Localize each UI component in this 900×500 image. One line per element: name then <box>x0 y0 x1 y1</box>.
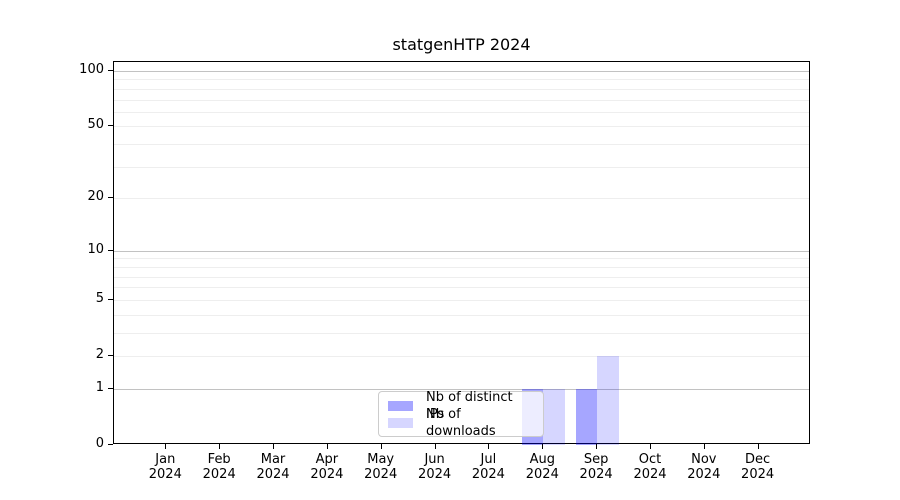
x-tick-mark <box>219 444 221 449</box>
x-tick-label: Jan 2024 <box>148 452 182 482</box>
minor-gridline <box>114 276 809 278</box>
legend-swatch-distinct-ips-icon <box>388 400 413 411</box>
bar-downloads-sep <box>597 356 619 445</box>
x-tick-label: Apr 2024 <box>310 452 344 482</box>
y-tick-label: 10 <box>87 241 104 257</box>
y-tick-mark <box>108 249 113 251</box>
legend: Nb of distinct IPs Nb of downloads <box>378 390 544 439</box>
x-tick-mark <box>757 444 759 449</box>
legend-swatch-downloads-icon <box>388 417 413 428</box>
major-gridline <box>114 71 809 72</box>
legend-label-downloads: Nb of downloads <box>426 406 496 439</box>
minor-gridline <box>114 88 809 90</box>
plot-area <box>113 61 810 445</box>
minor-gridline <box>114 198 809 200</box>
minor-gridline <box>114 79 809 81</box>
x-tick-mark <box>434 444 436 449</box>
minor-gridline <box>114 287 809 289</box>
x-tick-label: Mar 2024 <box>256 452 290 482</box>
minor-gridline <box>114 356 809 357</box>
x-tick-label: Jul 2024 <box>471 452 505 482</box>
x-tick-mark <box>650 444 651 449</box>
x-tick-mark <box>380 444 382 449</box>
legend-item-downloads: Nb of downloads <box>388 407 534 439</box>
minor-gridline <box>114 99 809 101</box>
x-tick-label: Dec 2024 <box>741 452 775 482</box>
bar-downloads-aug <box>543 388 565 445</box>
x-tick-mark <box>165 444 167 449</box>
y-tick-mark <box>108 197 113 199</box>
x-tick-label: Jun 2024 <box>418 452 452 482</box>
x-tick-mark <box>326 444 328 449</box>
x-tick-mark <box>488 444 490 449</box>
x-tick-label: May 2024 <box>364 452 398 482</box>
x-tick-mark <box>596 444 598 449</box>
minor-gridline <box>114 126 809 128</box>
y-tick-label: 100 <box>79 62 104 77</box>
y-tick-label: 2 <box>95 347 104 362</box>
y-tick-label: 50 <box>87 117 104 133</box>
x-tick-mark <box>273 444 274 449</box>
legend-label-distinct-ips: Nb of distinct IPs <box>426 389 513 422</box>
x-tick-label: Nov 2024 <box>687 452 721 482</box>
minor-gridline <box>114 166 809 168</box>
y-tick-mark <box>108 298 113 300</box>
x-tick-mark <box>542 444 544 449</box>
minor-gridline <box>114 111 809 113</box>
bar-distinct-ips-sep <box>575 388 598 445</box>
minor-gridline <box>114 144 809 146</box>
minor-gridline <box>114 299 809 301</box>
x-tick-mark <box>703 444 705 449</box>
major-gridline <box>114 388 809 390</box>
legend-item-distinct-ips: Nb of distinct IPs <box>388 390 534 422</box>
minor-gridline <box>114 332 809 334</box>
chart-title: statgenHTP 2024 <box>392 35 531 54</box>
y-tick-label: 0 <box>95 436 104 451</box>
x-tick-label: Aug 2024 <box>525 452 559 482</box>
minor-gridline <box>114 314 809 316</box>
x-tick-label: Oct 2024 <box>633 452 667 482</box>
y-tick-mark <box>108 125 113 127</box>
minor-gridline <box>114 258 809 260</box>
y-tick-mark <box>108 70 113 71</box>
y-tick-mark <box>108 387 113 389</box>
y-tick-mark <box>108 355 113 356</box>
minor-gridline <box>114 266 809 268</box>
y-tick-label: 5 <box>95 290 104 306</box>
y-tick-mark <box>108 444 113 445</box>
x-tick-label: Feb 2024 <box>202 452 236 482</box>
major-gridline <box>114 250 809 252</box>
y-tick-label: 1 <box>95 379 104 395</box>
x-tick-label: Sep 2024 <box>579 452 613 482</box>
y-tick-label: 20 <box>87 189 104 205</box>
